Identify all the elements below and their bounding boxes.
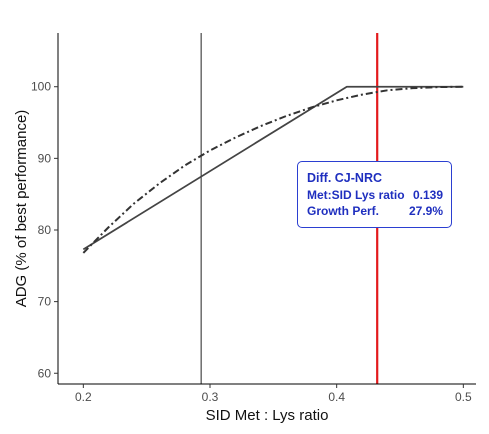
series-lines (82, 85, 464, 254)
annotation-growth-value: 27.9% (408, 204, 443, 218)
y-tick-label: 80 (38, 223, 52, 237)
annotation-ratio-label: Met:SID Lys ratio (307, 188, 405, 202)
series-line-1 (82, 85, 464, 254)
annotation-ratio-value: 0.139 (412, 188, 443, 202)
axes (57, 33, 476, 385)
annotation-row-growth: Growth Perf. 27.9% (307, 203, 443, 219)
annotation-title: Diff. CJ-NRC (307, 171, 382, 185)
ticks: 0.2 0.3 0.4 0.5 60 70 80 90 100 (31, 80, 472, 404)
x-tick-label: 0.5 (455, 390, 472, 404)
x-tick-label: 0.3 (202, 390, 219, 404)
y-tick-label: 60 (38, 366, 52, 380)
series-line-0 (82, 85, 464, 251)
y-tick-label: 90 (38, 151, 52, 165)
y-tick-label: 70 (38, 295, 52, 309)
annotation-growth-label: Growth Perf. (307, 204, 380, 218)
y-axis-title: ADG (% of best performance) (13, 110, 30, 308)
annotation-row-ratio: Met:SID Lys ratio 0.139 (307, 187, 443, 203)
y-tick-label: 100 (31, 80, 51, 94)
x-axis-title: SID Met : Lys ratio (206, 407, 329, 424)
annotation-box: Diff. CJ-NRC Met:SID Lys ratio 0.139 Gro… (297, 161, 452, 228)
x-tick-label: 0.4 (328, 390, 345, 404)
x-tick-label: 0.2 (75, 390, 92, 404)
